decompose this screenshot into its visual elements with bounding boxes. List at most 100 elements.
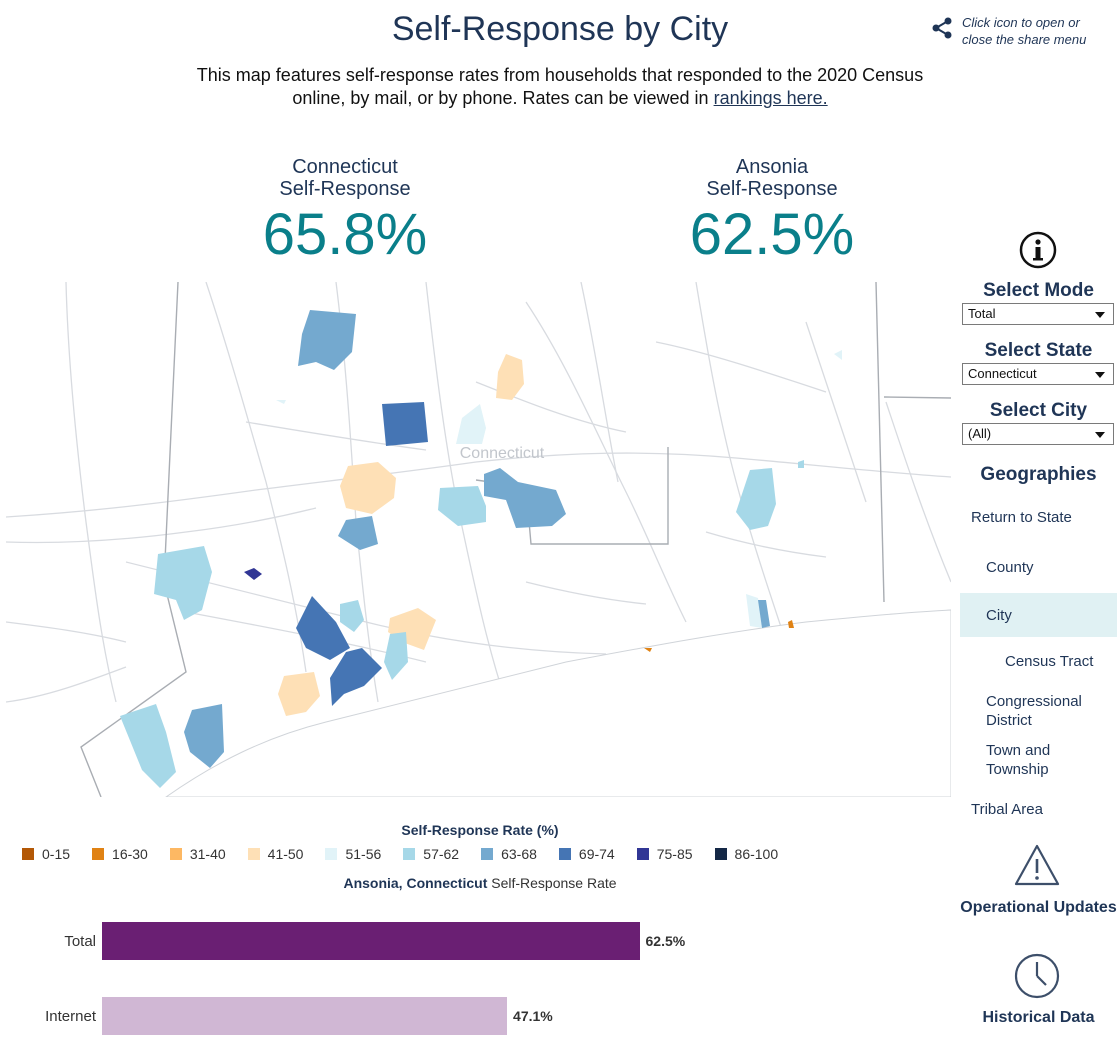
city-polygon[interactable]	[338, 516, 378, 550]
bar-row[interactable]: Total 62.5%	[0, 922, 800, 962]
info-icon[interactable]	[1018, 230, 1058, 270]
geo-congressional-district[interactable]: Congressional District	[986, 693, 1082, 729]
city-polygon[interactable]	[496, 354, 524, 400]
share-icon[interactable]	[930, 16, 954, 40]
city-polygon[interactable]	[120, 704, 176, 788]
city-polygon[interactable]	[736, 468, 776, 530]
state-self-response: Connecticut Self-Response 65.8%	[195, 156, 495, 268]
mode-select[interactable]: Total	[962, 303, 1114, 325]
legend-label: 16-30	[112, 846, 148, 862]
bar-label: Total	[64, 933, 96, 950]
bar-row[interactable]: Internet 47.1%	[0, 997, 800, 1037]
city-label: Select City	[989, 400, 1088, 421]
city-polygon[interactable]	[296, 596, 350, 660]
city-polygon[interactable]	[276, 400, 286, 404]
legend-label: 31-40	[189, 846, 226, 862]
geo-census-tract[interactable]: Census Tract	[1005, 653, 1094, 670]
rankings-link[interactable]: rankings here.	[713, 88, 828, 108]
city-polygon[interactable]	[278, 672, 320, 716]
legend-item[interactable]: 0-15	[22, 846, 70, 862]
legend-label: 63-68	[501, 846, 537, 862]
city-self-response: Ansonia Self-Response 62.5%	[622, 156, 922, 268]
legend-item[interactable]: 57-62	[403, 846, 459, 862]
legend: 0-15 16-30 31-40 41-50 51-56 57-62 63-68 69-74 7…	[22, 846, 800, 862]
geographies-title: Geographies	[980, 464, 1097, 485]
legend-item[interactable]: 51-56	[325, 846, 381, 862]
geo-tribal-area[interactable]: Tribal Area	[971, 801, 1043, 818]
share-hint: Click icon to open or close the share me…	[962, 15, 1087, 47]
city-polygon[interactable]	[330, 648, 382, 706]
city-polygon[interactable]	[798, 460, 804, 468]
state-label: Select State	[984, 340, 1093, 361]
share-menu-toggle[interactable]: Click icon to open or close the share me…	[930, 14, 1110, 48]
chevron-down-icon	[1095, 312, 1105, 318]
city-polygon[interactable]	[438, 486, 486, 526]
coastline	[165, 609, 951, 797]
city-polygon[interactable]	[340, 600, 364, 632]
city-polygon[interactable]	[834, 350, 842, 360]
state-select[interactable]: Connecticut	[962, 363, 1114, 385]
city-polygon[interactable]	[154, 546, 212, 620]
city-polygon[interactable]	[382, 402, 428, 446]
legend-item[interactable]: 16-30	[92, 846, 148, 862]
legend-swatch	[325, 848, 338, 860]
chevron-down-icon	[1095, 372, 1105, 378]
city-polygon[interactable]	[788, 620, 794, 628]
bar[interactable]	[102, 997, 508, 1035]
bar-chart-title-rest: Self-Response Rate	[487, 875, 617, 891]
city-polygon[interactable]	[456, 404, 486, 444]
legend-item[interactable]: 86-100	[714, 846, 778, 862]
legend-item[interactable]: 41-50	[247, 846, 303, 862]
legend-swatch	[481, 848, 494, 860]
city-select[interactable]: (All)	[962, 423, 1114, 445]
city-polygon[interactable]	[340, 462, 396, 514]
city-polygon[interactable]	[758, 600, 770, 628]
subtitle-text: This map features self-response rates fr…	[196, 65, 924, 108]
legend-swatch	[169, 848, 182, 860]
bar[interactable]	[102, 922, 640, 960]
mode-label: Select Mode	[983, 280, 1094, 301]
map-canvas[interactable]: Connecticut	[6, 282, 951, 797]
state-rate-value: 65.8%	[262, 202, 428, 267]
city-polygon[interactable]	[644, 648, 652, 652]
bar-value-label: 47.1%	[513, 1008, 553, 1024]
legend-swatch	[558, 848, 571, 860]
city-metric-label: Self-Response	[706, 178, 838, 200]
city-polygon[interactable]	[298, 310, 356, 370]
legend-item[interactable]: 69-74	[558, 846, 615, 862]
geo-county[interactable]: County	[986, 559, 1034, 576]
page-subtitle: This map features self-response rates fr…	[170, 64, 950, 110]
clock-icon[interactable]	[1013, 952, 1061, 1000]
self-response-map[interactable]: Connecticut	[6, 282, 951, 797]
legend-swatch	[714, 848, 727, 860]
bar-value-label: 62.5%	[645, 933, 686, 949]
legend-swatch	[403, 848, 416, 860]
city-polygon[interactable]	[746, 594, 762, 628]
city-name: Ansonia	[735, 156, 809, 178]
state-map-label: Connecticut	[460, 445, 545, 462]
warning-icon[interactable]	[1013, 842, 1061, 890]
page-title: Self-Response by City	[391, 10, 729, 48]
chevron-down-icon	[1095, 432, 1105, 438]
legend-swatch	[92, 848, 105, 860]
city-polygon[interactable]	[384, 632, 408, 680]
geo-town-and-township[interactable]: Town and Township	[986, 742, 1051, 778]
operational-updates-link[interactable]: Operational Updates	[960, 899, 1117, 916]
city-polygon[interactable]	[244, 568, 262, 580]
legend-label: 57-62	[423, 846, 460, 862]
geo-city[interactable]: City	[986, 607, 1012, 624]
legend-swatch	[247, 848, 260, 860]
geo-return-to-state[interactable]: Return to State	[971, 509, 1072, 526]
state-name: Connecticut	[292, 156, 398, 178]
historical-data-link[interactable]: Historical Data	[982, 1009, 1095, 1026]
city-polygon[interactable]	[484, 468, 566, 528]
legend-swatch	[636, 848, 649, 860]
legend-item[interactable]: 63-68	[481, 846, 537, 862]
state-metric-label: Self-Response	[279, 178, 411, 200]
legend-item[interactable]: 31-40	[169, 846, 226, 862]
legend-label: 69-74	[578, 846, 615, 862]
city-polygon[interactable]	[184, 704, 224, 768]
legend-item[interactable]: 75-85	[636, 846, 693, 862]
legend-swatch	[22, 848, 34, 860]
mode-select-value: Total	[968, 306, 996, 321]
